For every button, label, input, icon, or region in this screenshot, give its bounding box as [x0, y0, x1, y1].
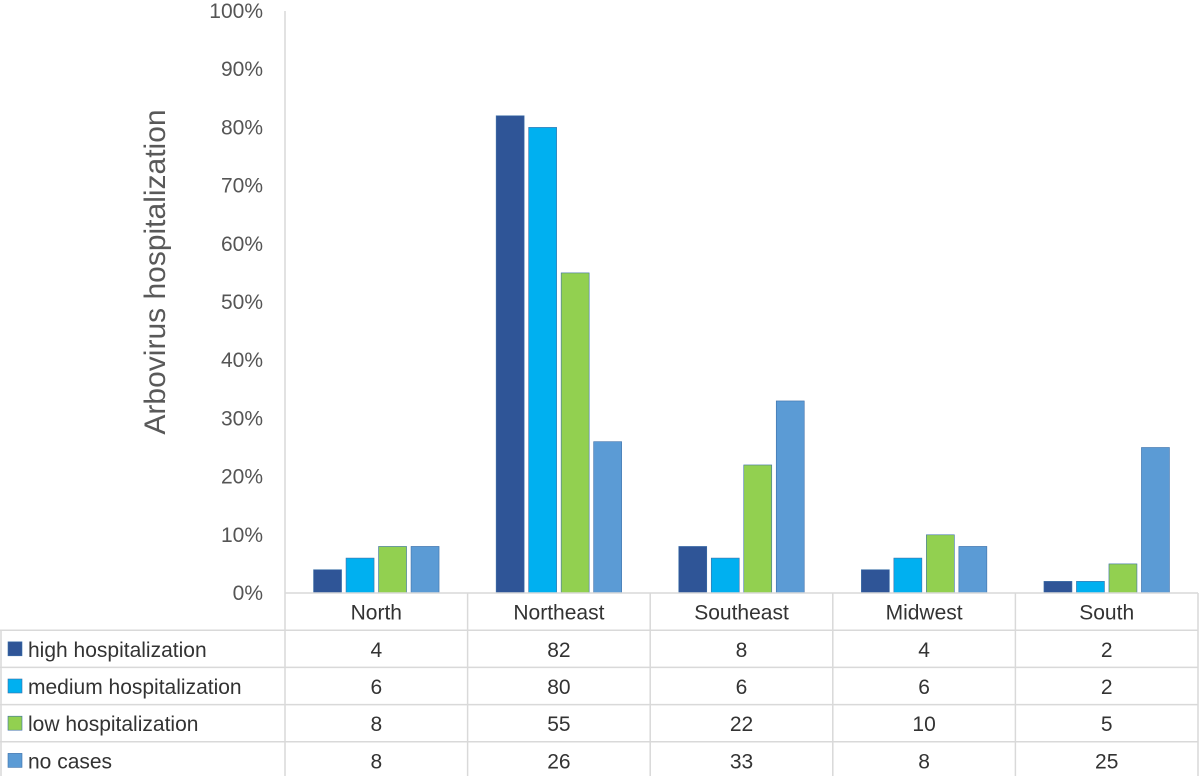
table-cell-value: 4	[918, 639, 930, 662]
table-cell-value: 10	[912, 713, 935, 736]
table-cell-value: 8	[370, 713, 382, 736]
bar	[678, 546, 708, 594]
y-tick-label: 0%	[233, 582, 263, 605]
table-cell-value: 6	[736, 676, 748, 699]
y-tick-label: 40%	[221, 349, 263, 372]
legend-swatch	[7, 753, 23, 768]
bar	[1108, 563, 1138, 594]
bar	[1043, 581, 1073, 594]
table-cell-value: 6	[918, 676, 930, 699]
legend-label: no cases	[28, 750, 112, 773]
table-cell-value: 8	[736, 639, 748, 662]
table-cell-value: 82	[547, 639, 570, 662]
y-tick-label: 10%	[221, 524, 263, 547]
table-cell-value: 8	[370, 750, 382, 773]
x-tick-label: South	[1079, 602, 1134, 625]
bar	[345, 557, 375, 594]
bar	[1141, 447, 1170, 594]
y-tick-label: 70%	[221, 175, 263, 198]
bar	[410, 546, 440, 594]
table-cell-value: 6	[370, 676, 382, 699]
x-tick-label: Midwest	[886, 602, 963, 625]
legend-label: high hospitalization	[28, 639, 207, 662]
y-tick-label: 20%	[221, 466, 263, 489]
legend-label: low hospitalization	[28, 713, 198, 736]
y-tick-label: 50%	[221, 291, 263, 314]
bar	[1076, 581, 1105, 594]
table-cell-value: 55	[547, 713, 570, 736]
bar	[958, 546, 988, 594]
table-cell-value: 4	[370, 639, 382, 662]
bar	[560, 272, 590, 594]
bar	[528, 127, 557, 594]
table-cell-value: 80	[547, 676, 570, 699]
table-cell-value: 25	[1095, 750, 1118, 773]
legend-swatch	[7, 715, 23, 731]
legend-swatch	[7, 678, 23, 694]
bar	[710, 557, 740, 594]
bar	[743, 464, 773, 594]
y-tick-label: 90%	[221, 58, 263, 81]
y-tick-label: 30%	[221, 407, 263, 430]
table-cell-value: 33	[730, 750, 753, 773]
bar	[313, 569, 342, 594]
legend-label: medium hospitalization	[28, 676, 242, 699]
bar	[495, 115, 525, 594]
table-cell-value: 26	[547, 750, 570, 773]
y-tick-label: 60%	[221, 233, 263, 256]
bar	[593, 441, 622, 594]
bar	[378, 546, 407, 594]
table-cell-value: 2	[1101, 639, 1113, 662]
bar	[926, 534, 955, 594]
bar	[893, 557, 923, 594]
table-cell-value: 5	[1101, 713, 1113, 736]
legend-swatch	[7, 641, 23, 657]
y-tick-label: 80%	[221, 116, 263, 139]
x-tick-label: North	[351, 602, 402, 625]
y-axis-label: Arbovirus hospitalization	[139, 109, 172, 434]
y-tick-label: 100%	[209, 0, 263, 23]
bar	[861, 569, 890, 594]
x-tick-label: Southeast	[694, 602, 789, 625]
table-cell-value: 2	[1101, 676, 1113, 699]
table-cell-value: 22	[730, 713, 753, 736]
x-tick-label: Northeast	[513, 602, 604, 625]
bar	[775, 400, 805, 594]
table-cell-value: 8	[918, 750, 930, 773]
